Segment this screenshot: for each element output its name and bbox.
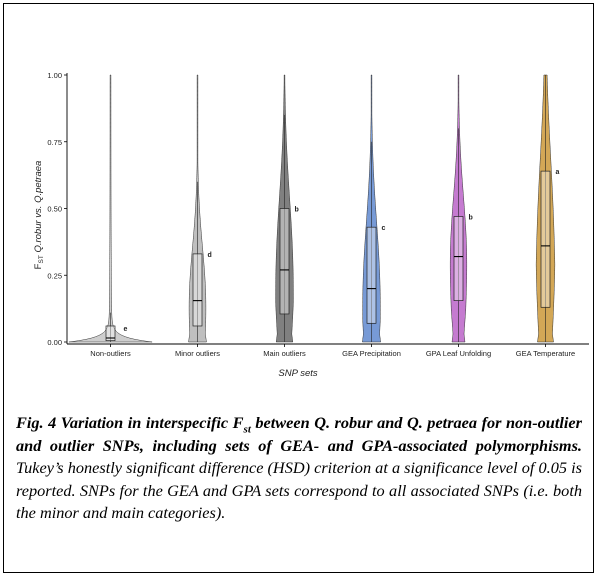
y-tick-label: 0.75 <box>47 138 62 147</box>
caption-title-b: between Q. robur and Q. petraea for non-… <box>16 413 582 455</box>
x-tick-label: GEA Precipitation <box>342 349 401 358</box>
x-axis: Non-outliers Minor outliers Main outliers G… <box>67 343 589 358</box>
box-iqr <box>105 325 116 342</box>
x-tick-label: Non-outliers <box>90 349 131 358</box>
significance-letter: b <box>469 215 473 222</box>
violin-group: b <box>275 74 299 343</box>
significance-letter: a <box>556 169 560 176</box>
caption-title-a: Variation in interspecific F <box>56 413 244 432</box>
box-iqr <box>453 216 464 301</box>
x-tick-label: Minor outliers <box>175 349 220 358</box>
violin-chart: 0.00 0.25 0.50 0.75 1.00 Non-outliers Minor o… <box>33 71 589 379</box>
y-tick-label: 0.25 <box>47 271 62 280</box>
y-tick-label: 0.00 <box>47 338 62 347</box>
box-iqr <box>366 226 377 324</box>
plot-area: e d b c b a <box>68 74 560 343</box>
y-axis-title-suffix: Q.robur vs. Q.petraea <box>33 161 44 256</box>
violin-group: d <box>188 74 212 343</box>
violin-group: e <box>68 74 153 343</box>
significance-letter: b <box>295 207 299 214</box>
significance-letter: e <box>124 326 128 333</box>
violin-group: b <box>449 74 473 343</box>
y-axis-title-subscript: ST <box>38 255 45 263</box>
y-axis-title: FST Q.robur vs. Q.petraea <box>33 161 45 270</box>
caption-title-sub: st <box>243 423 251 436</box>
x-tick-label: Main outliers <box>263 349 306 358</box>
figure-frame <box>3 3 594 573</box>
violin-shape <box>68 74 153 343</box>
x-tick-label: GPA Leaf Unfolding <box>426 349 491 358</box>
caption-fig-label: Fig. 4 <box>16 413 57 432</box>
significance-letter: d <box>208 252 212 259</box>
y-axis-title-prefix: F <box>33 263 44 269</box>
violin-group: a <box>535 74 560 343</box>
x-tick-label: GEA Temperature <box>516 349 575 358</box>
violin-group: c <box>362 74 386 343</box>
caption-body: Tukey’s honestly significant difference … <box>16 458 582 522</box>
x-axis-title: SNP sets <box>278 368 317 379</box>
y-axis: 0.00 0.25 0.50 0.75 1.00 <box>47 71 68 347</box>
box-iqr <box>192 253 203 327</box>
box-iqr <box>279 208 290 315</box>
box-iqr <box>540 170 551 308</box>
figure-caption: Fig. 4 Variation in interspecific Fst be… <box>16 412 582 525</box>
significance-letter: c <box>382 225 386 232</box>
y-tick-label: 1.00 <box>47 71 62 80</box>
y-tick-label: 0.50 <box>47 205 62 214</box>
